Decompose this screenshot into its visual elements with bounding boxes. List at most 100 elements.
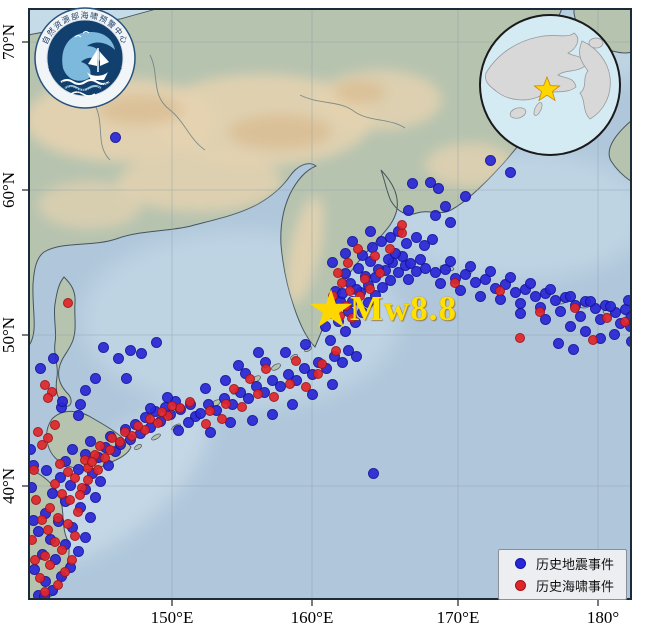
- tsunami-event-dot: [82, 474, 94, 486]
- earthquake-event-dot: [384, 274, 396, 286]
- tsunami-event-dot: [44, 559, 56, 571]
- earthquake-event-dot: [279, 346, 291, 358]
- logo-foam-waves: [60, 79, 110, 97]
- earthquake-event-dot: [324, 334, 336, 346]
- earthquake-event-dot: [429, 266, 441, 278]
- tsunami-event-dot: [144, 413, 156, 425]
- rivers: [94, 54, 406, 161]
- tsunami-event-dot: [69, 472, 81, 484]
- earthquake-event-dot: [66, 443, 78, 455]
- earthquake-event-dot: [584, 295, 596, 307]
- earthquake-event-dot: [54, 471, 66, 483]
- legend-label-tsunami: 历史海啸事件: [536, 579, 615, 595]
- earthquake-event-dot: [406, 177, 418, 189]
- logo-seagulls: [74, 31, 90, 38]
- earthquake-event-dot: [246, 414, 258, 426]
- tsunami-event-dot: [290, 355, 302, 367]
- earthquake-event-dot: [392, 266, 404, 278]
- tsunami-event-dot: [59, 566, 71, 578]
- earthquake-event-dot: [504, 166, 516, 178]
- earthquake-event-dot: [172, 424, 184, 436]
- tsunami-event-dot: [330, 345, 342, 357]
- earthquake-event-dot: [97, 341, 109, 353]
- tsunami-event-dot: [569, 302, 581, 314]
- tsunami-event-dot: [619, 316, 631, 328]
- tsunami-event-dot: [36, 439, 48, 451]
- earthquake-event-dot: [150, 336, 162, 348]
- earthquake-event-dot: [232, 359, 244, 371]
- earthquake-event-dot: [72, 409, 84, 421]
- tsunami-event-dot: [36, 514, 48, 526]
- tsunami-event-dot: [220, 398, 232, 410]
- tsunami-event-dot: [344, 285, 356, 297]
- tsunami-event-dot: [39, 550, 51, 562]
- tsunami-event-dot: [260, 363, 272, 375]
- lon-label-180: 180°: [586, 608, 620, 627]
- tsunami-event-dot: [92, 464, 104, 476]
- tsunami-event-dot: [156, 406, 168, 418]
- earthquake-event-dot: [439, 200, 451, 212]
- earthquake-event-dot: [346, 235, 358, 247]
- earthquake-event-dot: [414, 253, 426, 265]
- tsunami-event-dot: [49, 478, 61, 490]
- tsunami-event-dot: [52, 579, 64, 591]
- tsunami-event-dot: [216, 413, 228, 425]
- lon-label-160e: 160°E: [290, 608, 334, 627]
- tsunami-event-dot: [49, 536, 61, 548]
- earthquake-event-dot: [56, 395, 68, 407]
- earthquake-event-dot: [367, 467, 379, 479]
- earthquake-event-dot: [444, 216, 456, 228]
- earthquake-event-dot: [384, 231, 396, 243]
- earthquake-event-dot: [28, 443, 36, 455]
- earthquake-event-dot: [608, 328, 620, 340]
- tsunami-event-dot: [56, 544, 68, 556]
- tsunami-event-dot: [69, 530, 81, 542]
- earthquake-event-dot: [529, 290, 541, 302]
- tsunami-event-dot: [166, 400, 178, 412]
- earthquake-event-dot: [339, 325, 351, 337]
- tsunami-event-dot: [64, 494, 76, 506]
- tsunami-event-dot: [32, 426, 44, 438]
- tsunami-event-dot: [184, 396, 196, 408]
- tsunami-warning-center-logo: 自然资源部海啸预警中心 NATIONAL TSUNAMI WARNING CEN…: [33, 6, 136, 109]
- earthquake-event-dot: [356, 306, 368, 318]
- earthquake-event-dot: [400, 237, 412, 249]
- tsunami-event-dot: [396, 219, 408, 231]
- tsunami-event-dot: [62, 297, 74, 309]
- lon-label-170e: 170°E: [436, 608, 480, 627]
- legend-label-earthquake: 历史地震事件: [536, 556, 615, 572]
- earthquake-event-dot: [135, 347, 147, 359]
- earthquake-event-dot: [402, 204, 414, 216]
- earthquake-event-dot: [444, 255, 456, 267]
- earthquake-event-dot: [544, 283, 556, 295]
- earthquake-event-dot: [342, 344, 354, 356]
- tsunami-event-dot: [106, 432, 118, 444]
- earthquake-event-dot: [539, 313, 551, 325]
- sakhalin-island: [53, 276, 76, 407]
- legend-item-tsunami: 历史海啸事件: [499, 576, 626, 595]
- earthquake-event-dot: [72, 545, 84, 557]
- earthquake-event-dot: [564, 320, 576, 332]
- earthquake-event-dot: [402, 273, 414, 285]
- earthquake-event-dot: [194, 407, 206, 419]
- tsunami-event-dot: [52, 512, 64, 524]
- earthquake-event-dot: [120, 372, 132, 384]
- earthquake-event-dot: [567, 343, 579, 355]
- tsunami-event-dot: [66, 554, 78, 566]
- event-dots-layer: [28, 8, 632, 600]
- earthquake-event-dot: [339, 247, 351, 259]
- tsunami-event-dot: [62, 466, 74, 478]
- earthquake-event-dot: [89, 372, 101, 384]
- tsunami-event-dot: [236, 401, 248, 413]
- earthquake-event-dot: [252, 346, 264, 358]
- earthquake-event-dot: [404, 257, 416, 269]
- tsunami-event-dot: [252, 388, 264, 400]
- earthquake-event-dot: [514, 297, 526, 309]
- earthquake-event-dot: [74, 398, 86, 410]
- tsunami-event-dot: [346, 312, 358, 324]
- tsunami-event-dot: [62, 518, 74, 530]
- legend-item-earthquake: 历史地震事件: [499, 554, 626, 573]
- earthquake-event-dot: [426, 233, 438, 245]
- tsunami-event-dot: [39, 379, 51, 391]
